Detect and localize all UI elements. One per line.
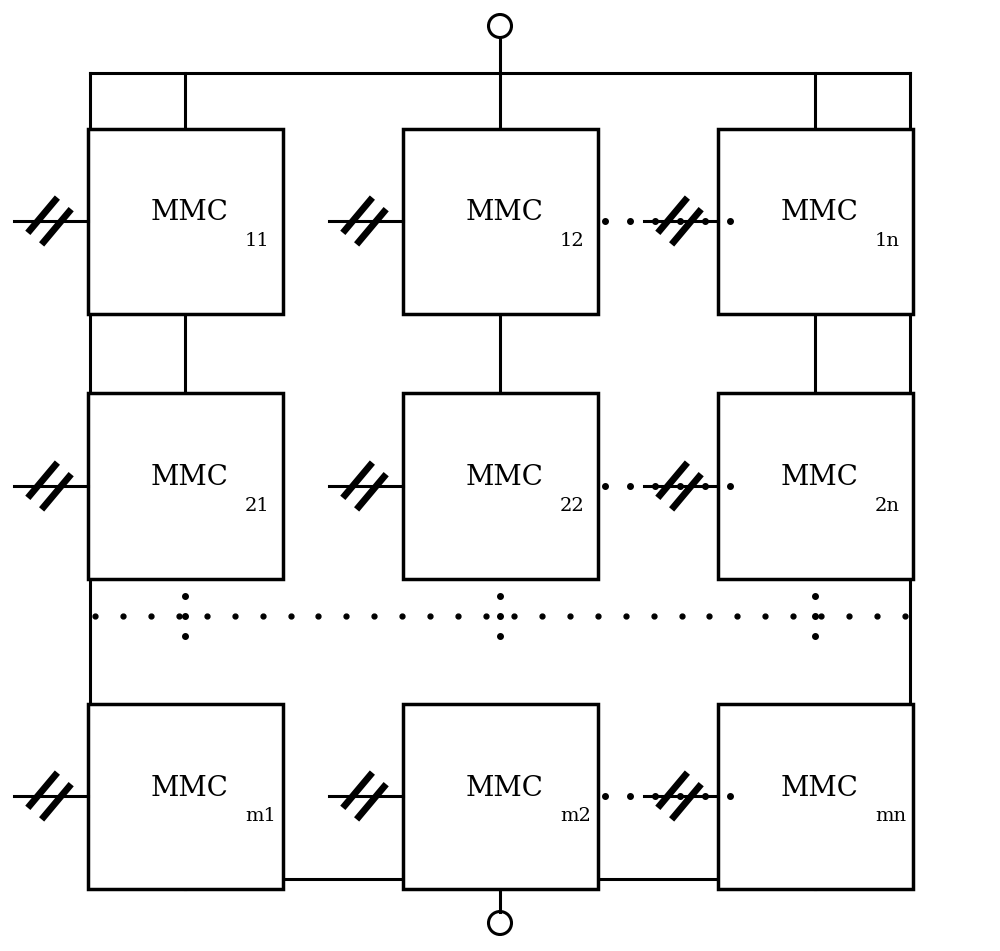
Text: m2: m2 bbox=[560, 807, 591, 825]
Text: mn: mn bbox=[875, 807, 906, 825]
Text: 2n: 2n bbox=[875, 497, 900, 515]
Text: m1: m1 bbox=[245, 807, 276, 825]
Text: 11: 11 bbox=[245, 232, 270, 250]
Text: 22: 22 bbox=[560, 497, 585, 515]
Bar bbox=[88, 128, 283, 314]
Text: 1n: 1n bbox=[875, 232, 900, 250]
Text: MMC: MMC bbox=[781, 200, 859, 226]
Text: 12: 12 bbox=[560, 232, 585, 250]
Text: MMC: MMC bbox=[151, 774, 229, 802]
Bar bbox=[403, 394, 598, 578]
Text: MMC: MMC bbox=[151, 464, 229, 492]
Bar bbox=[718, 704, 912, 888]
Bar bbox=[718, 394, 912, 578]
Bar bbox=[403, 128, 598, 314]
Text: MMC: MMC bbox=[466, 774, 544, 802]
Text: MMC: MMC bbox=[466, 200, 544, 226]
Text: MMC: MMC bbox=[781, 774, 859, 802]
Bar bbox=[718, 128, 912, 314]
Bar bbox=[88, 704, 283, 888]
Text: 21: 21 bbox=[245, 497, 270, 515]
Text: MMC: MMC bbox=[466, 464, 544, 492]
Text: MMC: MMC bbox=[781, 464, 859, 492]
Text: MMC: MMC bbox=[151, 200, 229, 226]
Bar bbox=[88, 394, 283, 578]
Bar bbox=[403, 704, 598, 888]
